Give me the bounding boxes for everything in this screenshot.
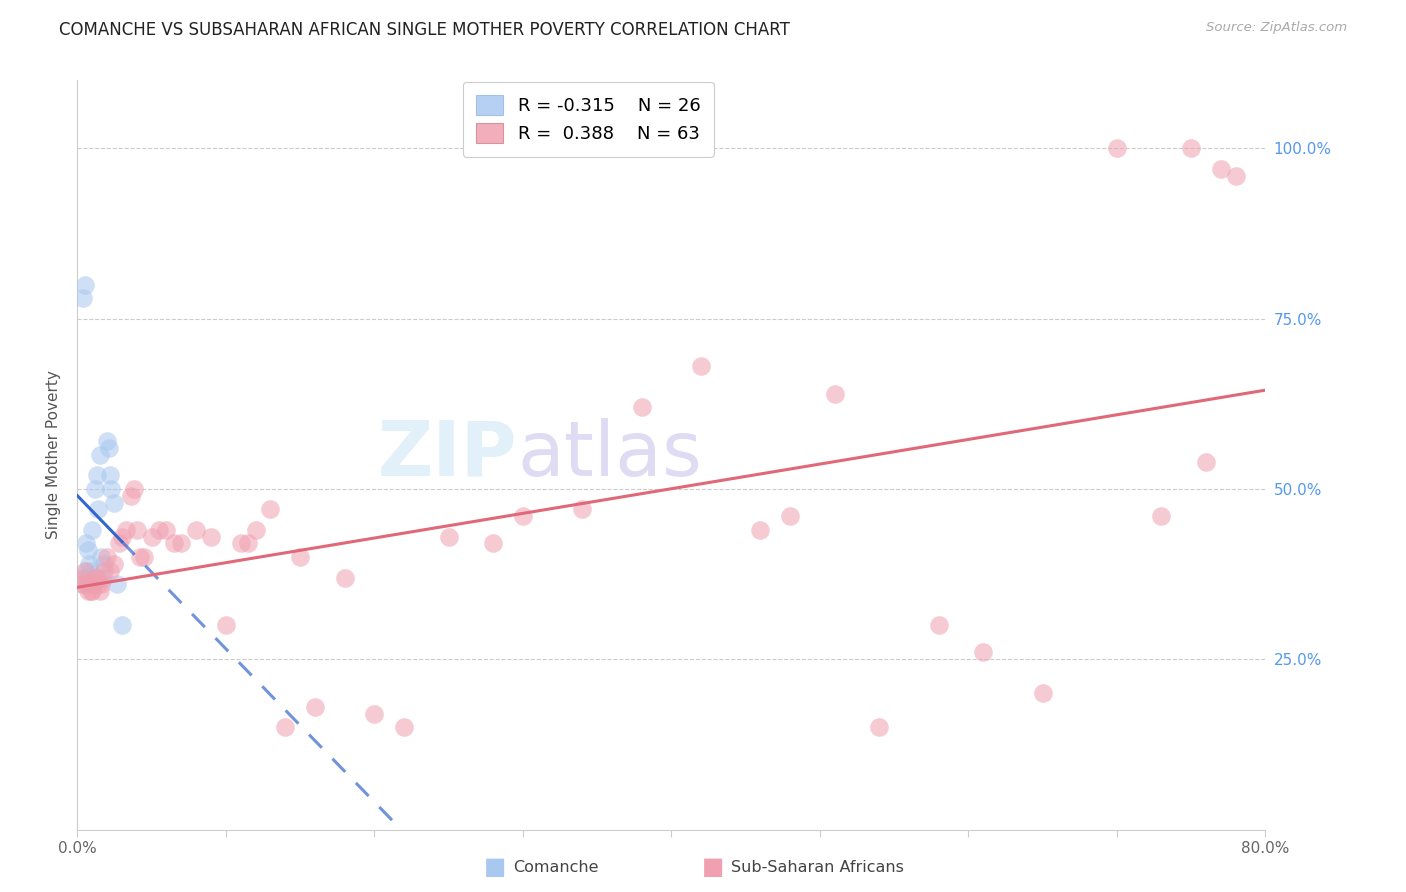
- Y-axis label: Single Mother Poverty: Single Mother Poverty: [46, 370, 62, 540]
- Point: [779, 509, 801, 524]
- Point: [86, 570, 108, 584]
- Point: [89, 448, 111, 462]
- Point: [482, 536, 505, 550]
- Point: [1209, 161, 1232, 176]
- Point: [134, 550, 156, 565]
- Point: [73, 570, 96, 584]
- Text: atlas: atlas: [517, 418, 702, 491]
- Point: [200, 530, 222, 544]
- Point: [274, 720, 297, 734]
- Text: Comanche: Comanche: [513, 860, 599, 874]
- Point: [82, 584, 104, 599]
- Point: [70, 570, 93, 584]
- Point: [928, 618, 950, 632]
- Point: [77, 570, 100, 584]
- Point: [75, 577, 97, 591]
- Point: [98, 468, 121, 483]
- Point: [120, 489, 142, 503]
- Point: [82, 577, 104, 591]
- Point: [96, 434, 118, 449]
- Point: [89, 584, 111, 599]
- Point: [155, 523, 177, 537]
- Point: [87, 502, 110, 516]
- Point: [111, 618, 134, 632]
- Text: Source: ZipAtlas.com: Source: ZipAtlas.com: [1206, 21, 1347, 34]
- Point: [868, 720, 890, 734]
- Point: [186, 523, 208, 537]
- Point: [115, 523, 138, 537]
- Point: [163, 536, 186, 550]
- Point: [75, 536, 97, 550]
- Point: [91, 570, 114, 584]
- Point: [80, 564, 103, 578]
- Point: [96, 550, 118, 565]
- Point: [83, 577, 105, 591]
- Point: [72, 291, 94, 305]
- Point: [98, 564, 121, 578]
- Point: [1180, 141, 1202, 155]
- Point: [392, 720, 415, 734]
- Point: [125, 523, 148, 537]
- Point: [215, 618, 238, 632]
- Point: [93, 564, 115, 578]
- Point: [690, 359, 713, 374]
- Point: [972, 645, 994, 659]
- Text: Sub-Saharan Africans: Sub-Saharan Africans: [731, 860, 904, 874]
- Point: [141, 530, 163, 544]
- Point: [1225, 169, 1247, 183]
- Legend: R = -0.315    N = 26, R =  0.388    N = 63: R = -0.315 N = 26, R = 0.388 N = 63: [463, 82, 714, 157]
- Point: [1150, 509, 1173, 524]
- Point: [245, 523, 267, 537]
- Point: [236, 536, 259, 550]
- Point: [333, 570, 356, 584]
- Point: [128, 550, 150, 565]
- Point: [100, 482, 122, 496]
- Text: ■: ■: [484, 855, 506, 879]
- Point: [170, 536, 193, 550]
- Point: [824, 386, 846, 401]
- Point: [122, 482, 145, 496]
- Point: [571, 502, 593, 516]
- Point: [77, 557, 100, 571]
- Point: [97, 441, 120, 455]
- Text: ZIP: ZIP: [377, 418, 517, 491]
- Point: [103, 557, 125, 571]
- Text: COMANCHE VS SUBSAHARAN AFRICAN SINGLE MOTHER POVERTY CORRELATION CHART: COMANCHE VS SUBSAHARAN AFRICAN SINGLE MO…: [59, 21, 790, 38]
- Point: [111, 530, 134, 544]
- Point: [86, 468, 108, 483]
- Point: [512, 509, 534, 524]
- Point: [749, 523, 772, 537]
- Point: [630, 401, 652, 415]
- Point: [70, 577, 93, 591]
- Point: [84, 482, 107, 496]
- Point: [80, 584, 103, 599]
- Point: [90, 550, 112, 565]
- Point: [259, 502, 281, 516]
- Point: [363, 706, 385, 721]
- Point: [93, 557, 115, 571]
- Point: [73, 564, 96, 578]
- Point: [288, 550, 311, 565]
- Point: [84, 570, 107, 584]
- Point: [73, 277, 96, 292]
- Point: [82, 523, 104, 537]
- Point: [437, 530, 460, 544]
- Point: [76, 543, 98, 558]
- Point: [90, 577, 112, 591]
- Point: [72, 577, 94, 591]
- Point: [87, 577, 110, 591]
- Point: [108, 536, 131, 550]
- Point: [77, 577, 100, 591]
- Point: [148, 523, 170, 537]
- Point: [1105, 141, 1128, 155]
- Point: [229, 536, 252, 550]
- Point: [76, 584, 98, 599]
- Text: ■: ■: [702, 855, 724, 879]
- Point: [103, 495, 125, 509]
- Point: [75, 564, 97, 578]
- Point: [1195, 455, 1218, 469]
- Point: [107, 577, 129, 591]
- Point: [304, 700, 326, 714]
- Point: [1032, 686, 1054, 700]
